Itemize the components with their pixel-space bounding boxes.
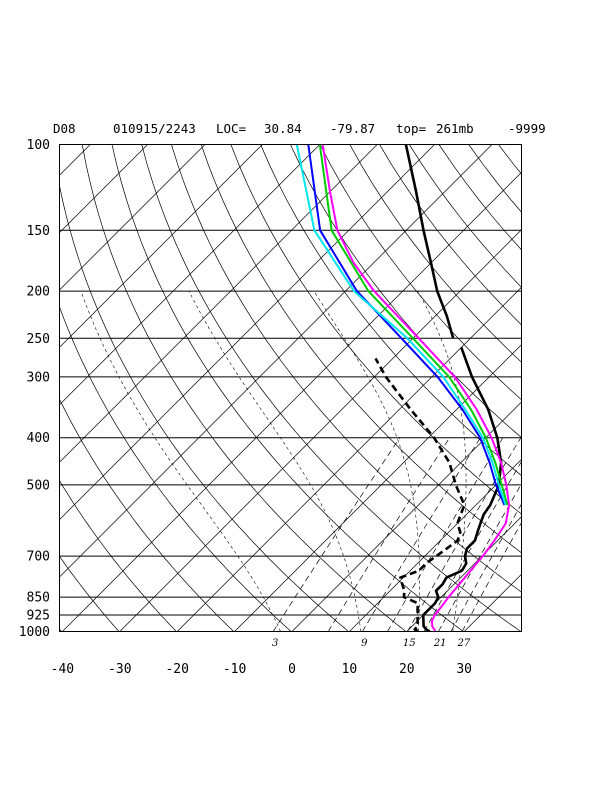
isotherm-line [291, 401, 522, 632]
isotherm-line [59, 144, 206, 291]
mixing-ratio-line [438, 483, 522, 632]
pressure-tick-label: 925 [27, 609, 50, 624]
pressure-tick-label: 100 [27, 138, 50, 153]
isotherm-line [59, 144, 493, 578]
mixing-ratio-label: 3 [272, 638, 278, 649]
isotherm-line [234, 344, 522, 632]
pressure-tick-label: 250 [27, 332, 50, 347]
dry-adiabat-line [141, 144, 521, 632]
mixing-ratio-line [461, 521, 522, 632]
missing-value: -9999 [508, 121, 546, 136]
isotherm-line [59, 144, 148, 234]
temperature-tick-label: 30 [456, 662, 472, 677]
mixing-ratio-label: 27 [457, 638, 471, 649]
isotherm-line [119, 229, 522, 632]
pressure-tick-label: 150 [27, 224, 50, 239]
moist-adiabat-line [313, 290, 421, 632]
temperature-tick-label: -20 [165, 662, 188, 677]
mixing-ratio-label: 9 [361, 638, 368, 649]
temperature-tick-label: -40 [51, 662, 74, 677]
background-lines [59, 144, 612, 632]
isotherm-line [59, 144, 435, 521]
plot-frame [59, 144, 522, 632]
dry-adiabat-line [171, 144, 522, 593]
mixing-ratio-line [272, 437, 401, 632]
latitude-value: 30.84 [264, 121, 302, 136]
dry-adiabat-line [379, 144, 522, 326]
temperature-axis: -40 -30 -20 -10 0 10 20 30 [51, 662, 472, 677]
dry-adiabat-line [588, 145, 612, 632]
virtual-temperature-profile [321, 144, 511, 632]
mixing-ratio-labels: 3 9 15 21 27 [272, 638, 471, 649]
longitude-value: -79.87 [330, 121, 375, 136]
pressure-tick-label: 400 [27, 431, 50, 446]
temperature-tick-label: -30 [108, 662, 131, 677]
moist-adiabat-line [417, 290, 467, 632]
dry-adiabat-line [59, 305, 292, 632]
mixing-ratio-line [407, 437, 522, 632]
moist-adiabat-line [80, 290, 281, 632]
temperature-tick-label: -10 [223, 662, 246, 677]
profile-blue-profile [307, 144, 506, 506]
dry-adiabat-line [81, 144, 407, 632]
top-value: 261mb [436, 121, 474, 136]
mixing-ratio-line [362, 437, 481, 632]
sounding-profiles [295, 144, 511, 632]
dry-adiabat-line [558, 145, 612, 632]
mixing-ratio-line [450, 503, 522, 632]
isotherm-line [62, 171, 522, 632]
dry-adiabat-line [468, 144, 522, 213]
isotherm-line [59, 144, 321, 406]
pressure-tick-label: 700 [27, 550, 50, 565]
loc-label: LOC= [216, 121, 246, 136]
dry-adiabat-line [260, 144, 522, 477]
isotherm-line [521, 631, 522, 632]
isotherm-line [176, 286, 522, 632]
mixing-ratio-label: 15 [403, 638, 416, 649]
mixing-ratio-line [423, 460, 522, 632]
pressure-tick-label: 300 [27, 370, 50, 385]
pressure-tick-label: 850 [27, 591, 50, 606]
dry-adiabat-line [498, 144, 522, 175]
mixing-ratio-label: 21 [433, 638, 447, 649]
pressure-tick-label: 200 [27, 285, 50, 300]
dry-adiabat-line [409, 144, 522, 288]
isobar-lines [59, 144, 522, 632]
isotherm-line [406, 516, 522, 632]
isotherm-line [59, 144, 378, 463]
moist-adiabat-line [188, 290, 362, 632]
isotherm-line [349, 458, 522, 632]
profile-green-profile [318, 144, 509, 506]
temperature-tick-label: 20 [399, 662, 415, 677]
isotherm-line [579, 145, 612, 632]
temperature-tick-label: 10 [342, 662, 358, 677]
datetime-label: 010915/2243 [113, 121, 196, 136]
top-label: top= [396, 121, 426, 136]
dry-adiabat-line [528, 145, 612, 632]
dry-adiabat-line [200, 144, 522, 554]
isotherm-line [463, 573, 522, 632]
temperature-tick-label: 0 [288, 662, 296, 677]
pressure-tick-label: 1000 [19, 625, 50, 640]
isotherm-line [59, 144, 263, 348]
temperature-profile [421, 346, 503, 632]
station-id: D08 [53, 121, 76, 136]
temperature-parcel-profile [404, 144, 455, 339]
profile-cyan-profile [295, 144, 507, 506]
pressure-tick-label: 500 [27, 478, 50, 493]
dewpoint-profile [374, 357, 466, 632]
